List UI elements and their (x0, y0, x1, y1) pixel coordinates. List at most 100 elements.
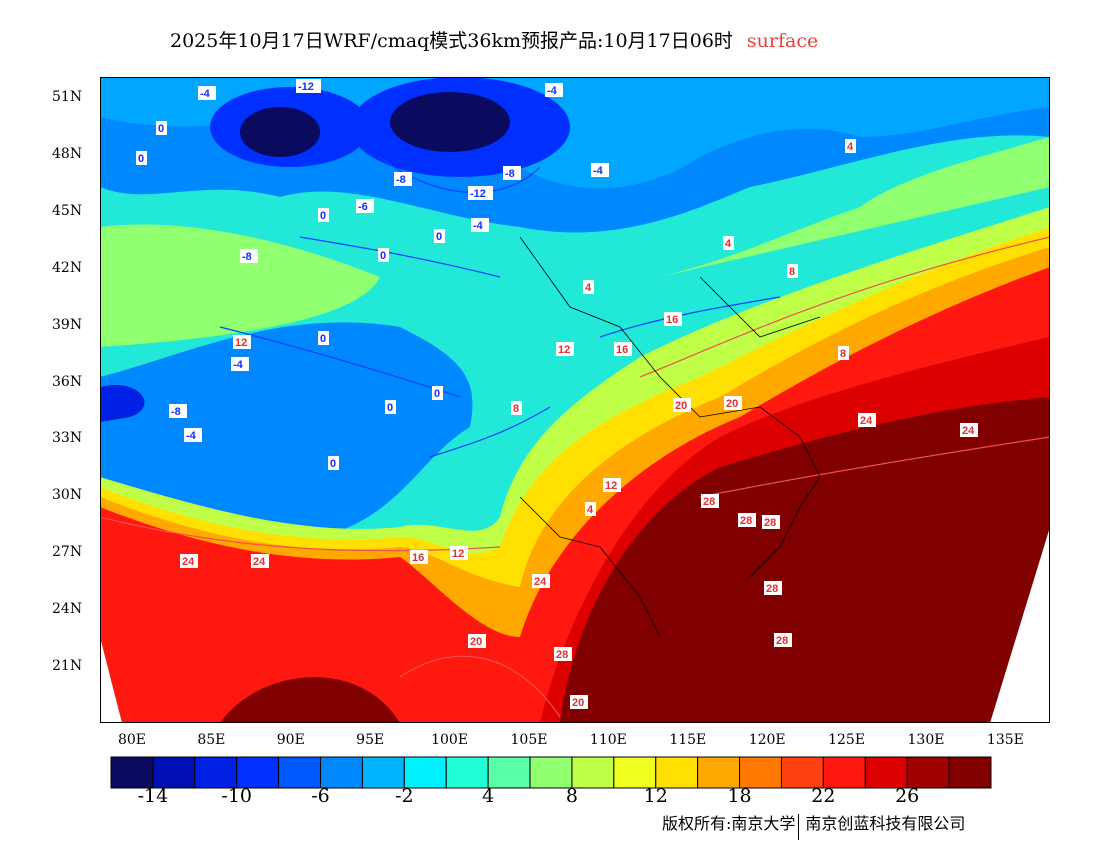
lon-label: 115E (669, 732, 707, 748)
lat-label: 51N (52, 89, 83, 105)
contour-label: 24 (960, 423, 978, 437)
copyright-divider (798, 814, 800, 840)
svg-text:16: 16 (616, 344, 628, 356)
contour-label: -4 (184, 428, 202, 442)
contour-label: 24 (858, 413, 876, 427)
svg-text:-4: -4 (593, 165, 604, 177)
contour-label: 24 (180, 554, 198, 568)
colorbar (110, 756, 992, 789)
contour-label: 0 (318, 208, 329, 222)
colorbar-swatch (403, 756, 447, 789)
svg-text:0: 0 (434, 388, 440, 400)
svg-text:-8: -8 (396, 174, 406, 186)
colorbar-tick-label: 12 (643, 785, 668, 807)
field-coldest-west (240, 107, 320, 157)
contour-label: 12 (450, 546, 468, 560)
colorbar-swatch (529, 756, 573, 789)
svg-text:28: 28 (776, 635, 788, 647)
contour-label: 24 (251, 554, 269, 568)
contour-label: 4 (845, 139, 856, 153)
colorbar-tick-label: -6 (311, 785, 330, 807)
contour-label: 20 (468, 634, 486, 648)
colorbar-swatch (822, 756, 866, 789)
contour-label: -4 (198, 86, 216, 100)
contour-label: 16 (664, 312, 682, 326)
lon-label: 85E (197, 732, 226, 748)
colorbar-swatch (194, 756, 238, 789)
svg-text:0: 0 (158, 123, 164, 135)
lat-label: 30N (52, 487, 83, 504)
contour-label: 20 (724, 396, 742, 410)
svg-text:20: 20 (572, 697, 584, 709)
lon-label: 135E (986, 732, 1024, 748)
field-xinjiang-mild (100, 224, 380, 347)
contour-label: 12 (556, 342, 574, 356)
colorbar-tick-label: 18 (727, 785, 752, 807)
svg-text:12: 12 (235, 337, 247, 349)
colorbar-tick-label: -10 (221, 785, 253, 807)
svg-text:28: 28 (703, 496, 715, 508)
svg-text:8: 8 (840, 348, 846, 360)
colorbar-swatch (110, 756, 154, 789)
colorbar-swatch (613, 756, 657, 789)
contour-label: -8 (240, 249, 258, 263)
contour-label: 0 (328, 456, 339, 470)
field-band-28 (220, 397, 1050, 723)
svg-text:-12: -12 (470, 188, 486, 200)
lon-label: 125E (828, 732, 866, 748)
colorbar-swatch (278, 756, 322, 789)
svg-text:12: 12 (605, 480, 617, 492)
lat-label: 33N (52, 430, 83, 447)
svg-text:-12: -12 (298, 81, 314, 93)
field-northeast-mild (660, 137, 1050, 277)
contour-label: 28 (762, 515, 780, 529)
lat-label: 27N (52, 544, 83, 561)
copyright: 版权所有:南京大学 南京创蓝科技有限公司 (662, 814, 965, 840)
contour-label: 0 (156, 121, 167, 135)
svg-text:24: 24 (860, 415, 873, 427)
svg-text:-4: -4 (547, 85, 558, 97)
svg-text:0: 0 (138, 153, 144, 165)
colorbar-tick-label: 4 (482, 785, 495, 807)
lon-label: 110E (589, 732, 627, 748)
svg-text:24: 24 (534, 576, 547, 588)
colorbar-swatch (739, 756, 782, 789)
svg-text:0: 0 (320, 333, 326, 345)
colorbar-tick-label: 8 (565, 785, 578, 807)
svg-text:-8: -8 (242, 251, 252, 263)
svg-text:-4: -4 (186, 430, 197, 442)
colorbar-swatch (780, 756, 824, 789)
domain-edge-west (100, 637, 122, 723)
svg-text:16: 16 (412, 552, 424, 564)
contour-label: 28 (554, 647, 572, 661)
contour-label: 4 (723, 236, 734, 250)
boundary-lines (519, 236, 821, 638)
field-tibet-coldest (100, 384, 145, 422)
colorbar-swatch (236, 756, 280, 789)
svg-text:12: 12 (558, 344, 570, 356)
svg-text:12: 12 (452, 548, 464, 560)
contour-label: 0 (385, 400, 396, 414)
lat-label: 48N (52, 145, 83, 162)
colorbar-swatch (655, 756, 699, 789)
contour-label: 8 (838, 346, 849, 360)
contour-label: 12 (233, 335, 251, 349)
contour-label: 28 (701, 494, 719, 508)
svg-text:28: 28 (556, 649, 568, 661)
contour-label: 0 (136, 151, 147, 165)
svg-text:8: 8 (789, 266, 795, 278)
lon-label: 100E (431, 732, 469, 748)
contour-label: -4 (545, 83, 563, 97)
contour-label: -4 (471, 218, 489, 232)
contour-label: 4 (585, 502, 596, 516)
svg-text:-6: -6 (358, 201, 368, 213)
lon-label: 90E (276, 732, 305, 748)
svg-text:-8: -8 (171, 406, 181, 418)
svg-text:20: 20 (726, 398, 738, 410)
svg-text:0: 0 (320, 210, 326, 222)
colorbar-tick-label: -2 (395, 785, 414, 807)
contour-label: -12 (468, 186, 493, 200)
contour-label: 0 (434, 229, 445, 243)
contour-label: 16 (614, 342, 632, 356)
